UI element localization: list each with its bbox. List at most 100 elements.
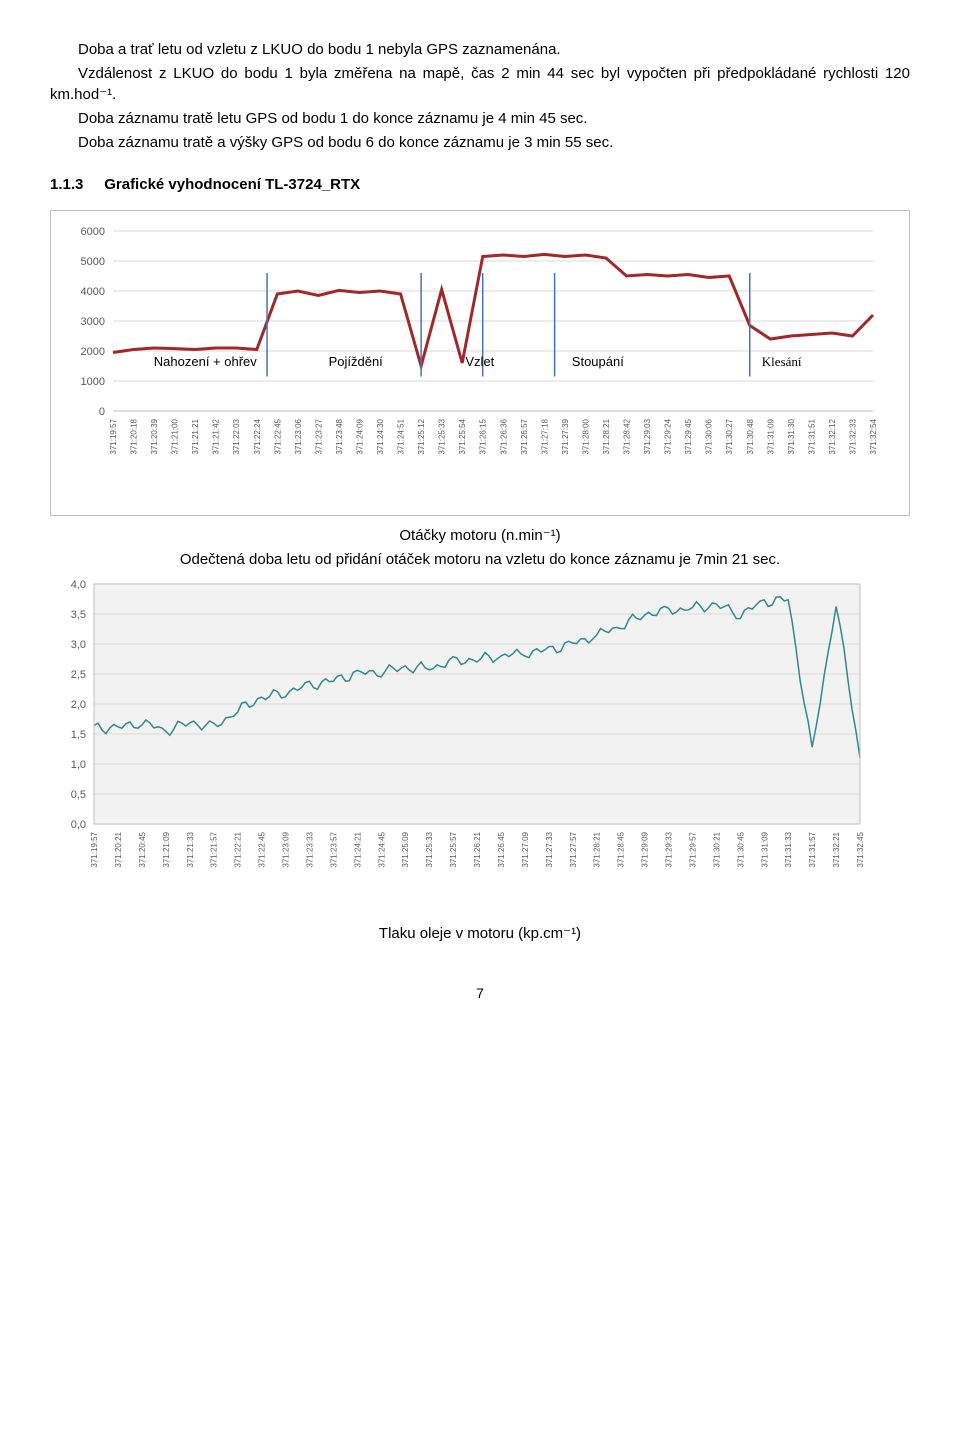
rpm-chart-container: 0 1000 2000 3000 4000 5000 6000 371:19:57 371:20… [50,210,910,516]
svg-text:371:21:42: 371:21:42 [212,418,221,454]
svg-text:371:32:54: 371:32:54 [869,418,878,454]
oil-chart: 0,0 0,5 1,0 1,5 2,0 2,5 3,0 3,5 4,0 371:19:57 371:… [50,574,870,914]
svg-text:6000: 6000 [81,226,105,238]
svg-text:1000: 1000 [81,376,105,388]
paragraph-2: Vzdálenost z LKUO do bodu 1 byla změřena… [50,64,910,105]
svg-text:371:22:24: 371:22:24 [253,418,262,454]
svg-text:371:29:09: 371:29:09 [641,831,650,867]
svg-text:3,0: 3,0 [71,639,86,651]
svg-text:2,5: 2,5 [71,669,86,681]
svg-text:371:29:24: 371:29:24 [664,418,673,454]
section-title: Grafické vyhodnocení TL-3724_RTX [104,176,360,193]
svg-text:371:24:45: 371:24:45 [377,831,386,867]
svg-text:4000: 4000 [81,286,105,298]
svg-text:371:22:21: 371:22:21 [234,831,243,867]
svg-text:371:32:33: 371:32:33 [848,418,857,454]
svg-text:371:27:33: 371:27:33 [545,831,554,867]
svg-text:371:29:45: 371:29:45 [684,418,693,454]
svg-text:371:22:45: 371:22:45 [258,831,267,867]
oil-chart-container: 0,0 0,5 1,0 1,5 2,0 2,5 3,0 3,5 4,0 371:19:57 371:… [50,574,910,914]
svg-text:371:31:09: 371:31:09 [760,831,769,867]
svg-text:371:25:33: 371:25:33 [425,831,434,867]
oil-chart-caption: Tlaku oleje v motoru (kp.cm⁻¹) [50,924,910,944]
svg-text:371:29:57: 371:29:57 [688,831,697,867]
svg-text:371:23:33: 371:23:33 [305,831,314,867]
svg-text:371:30:21: 371:30:21 [712,831,721,867]
svg-text:371:31:57: 371:31:57 [808,831,817,867]
svg-text:371:28:21: 371:28:21 [593,831,602,867]
svg-text:371:28:21: 371:28:21 [602,418,611,454]
rpm-chart-caption-title: Otáčky motoru (n.min⁻¹) [50,526,910,546]
svg-text:371:28:45: 371:28:45 [617,831,626,867]
paragraph-4: Doba záznamu tratě a výšky GPS od bodu 6… [50,133,910,153]
svg-text:371:21:00: 371:21:00 [171,418,180,454]
svg-text:371:29:33: 371:29:33 [665,831,674,867]
svg-text:371:19:57: 371:19:57 [109,418,118,454]
svg-text:371:23:57: 371:23:57 [329,831,338,867]
paragraph-1: Doba a trať letu od vzletu z LKUO do bod… [50,40,910,60]
svg-text:371:21:21: 371:21:21 [191,418,200,454]
svg-text:2,0: 2,0 [71,699,86,711]
phase-label: Vzlet [465,353,494,371]
svg-text:371:28:00: 371:28:00 [581,418,590,454]
svg-text:371:23:09: 371:23:09 [282,831,291,867]
phase-label: Pojíždění [329,353,383,371]
svg-text:371:20:21: 371:20:21 [114,831,123,867]
svg-text:0,5: 0,5 [71,789,86,801]
svg-text:371:26:21: 371:26:21 [473,831,482,867]
svg-text:371:31:33: 371:31:33 [784,831,793,867]
svg-text:371:25:33: 371:25:33 [438,418,447,454]
svg-text:371:26:57: 371:26:57 [520,418,529,454]
svg-text:371:23:27: 371:23:27 [314,418,323,454]
svg-text:2000: 2000 [81,346,105,358]
rpm-series-line [113,254,873,366]
svg-text:371:24:09: 371:24:09 [355,418,364,454]
svg-text:371:27:09: 371:27:09 [521,831,530,867]
svg-text:0,0: 0,0 [71,819,86,831]
svg-text:371:27:39: 371:27:39 [561,418,570,454]
paragraph-3: Doba záznamu tratě letu GPS od bodu 1 do… [50,109,910,129]
svg-text:371:31:30: 371:31:30 [787,418,796,454]
svg-text:1,5: 1,5 [71,729,86,741]
svg-text:371:29:03: 371:29:03 [643,418,652,454]
svg-text:371:28:42: 371:28:42 [623,418,632,454]
svg-text:371:30:06: 371:30:06 [705,418,714,454]
svg-text:4,0: 4,0 [71,579,86,591]
section-heading: 1.1.3 Grafické vyhodnocení TL-3724_RTX [50,175,910,195]
svg-text:371:32:12: 371:32:12 [828,418,837,454]
svg-text:371:31:51: 371:31:51 [807,418,816,454]
svg-text:371:25:12: 371:25:12 [417,418,426,454]
svg-text:371:31:09: 371:31:09 [766,418,775,454]
svg-text:371:30:45: 371:30:45 [736,831,745,867]
svg-text:1,0: 1,0 [71,759,86,771]
phase-label: Stoupání [572,353,624,371]
svg-text:371:23:48: 371:23:48 [335,418,344,454]
phase-label: Nahození + ohřev [154,353,257,371]
svg-text:3,5: 3,5 [71,609,86,621]
svg-text:371:25:54: 371:25:54 [458,418,467,454]
svg-text:0: 0 [99,406,105,418]
svg-text:371:30:27: 371:30:27 [725,418,734,454]
svg-text:371:24:21: 371:24:21 [353,831,362,867]
svg-text:371:24:30: 371:24:30 [376,418,385,454]
phase-label: Klesání [762,353,802,371]
svg-text:371:30:48: 371:30:48 [746,418,755,454]
svg-text:371:22:03: 371:22:03 [232,418,241,454]
svg-text:371:25:57: 371:25:57 [449,831,458,867]
svg-text:3000: 3000 [81,316,105,328]
svg-text:371:21:57: 371:21:57 [210,831,219,867]
svg-text:371:20:45: 371:20:45 [138,831,147,867]
svg-text:371:21:33: 371:21:33 [186,831,195,867]
svg-text:371:20:39: 371:20:39 [150,418,159,454]
svg-text:371:27:18: 371:27:18 [540,418,549,454]
svg-text:371:27:57: 371:27:57 [569,831,578,867]
svg-text:371:23:06: 371:23:06 [294,418,303,454]
section-number: 1.1.3 [50,176,83,193]
svg-text:5000: 5000 [81,256,105,268]
rpm-chart-caption-text: Odečtená doba letu od přidání otáček mot… [50,550,910,570]
svg-text:371:22:45: 371:22:45 [273,418,282,454]
svg-text:371:19:57: 371:19:57 [90,831,99,867]
svg-text:371:25:09: 371:25:09 [401,831,410,867]
svg-text:371:26:45: 371:26:45 [497,831,506,867]
page-number: 7 [50,984,910,1003]
